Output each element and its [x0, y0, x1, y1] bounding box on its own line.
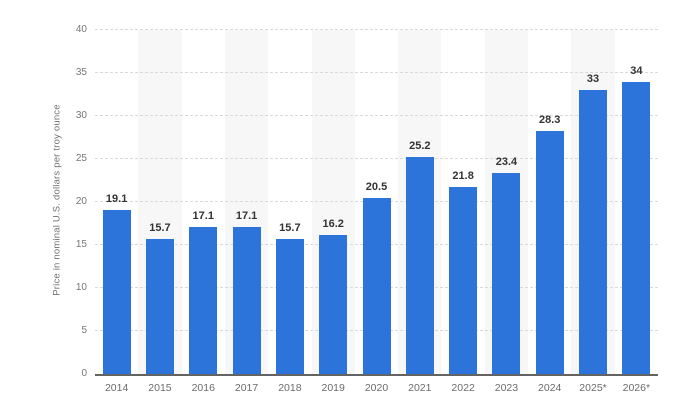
x-tick-label: 2024 — [538, 382, 562, 394]
bar-value-label: 17.1 — [192, 209, 214, 222]
y-tick-label: 5 — [81, 325, 87, 336]
gridline — [95, 158, 658, 159]
x-tick-label: 2019 — [321, 382, 345, 394]
bar-value-label: 34 — [630, 64, 643, 77]
gridline — [95, 29, 658, 30]
y-tick-label: 20 — [75, 196, 87, 207]
x-tick-label: 2022 — [451, 382, 475, 394]
bar — [535, 130, 564, 374]
x-tick-label: 2023 — [494, 382, 519, 394]
bar-value-label: 15.7 — [149, 221, 171, 234]
bar — [579, 90, 608, 374]
bar — [102, 209, 131, 374]
bar — [275, 238, 304, 374]
bar-value-label: 28.3 — [539, 113, 561, 126]
y-tick-label: 10 — [75, 282, 87, 293]
bar — [319, 234, 348, 374]
bar-value-label: 17.1 — [235, 209, 258, 222]
x-tick-label: 2015 — [148, 382, 172, 394]
gridline — [95, 72, 658, 73]
bar — [449, 186, 478, 374]
bar-value-label: 15.7 — [279, 221, 301, 234]
y-tick-label: 40 — [75, 24, 87, 35]
bar — [232, 226, 261, 374]
gridline — [95, 115, 658, 116]
x-tick-label: 2021 — [408, 382, 432, 394]
bar — [492, 172, 521, 374]
x-tick-label: 2020 — [364, 382, 389, 394]
bar-value-label: 25.2 — [409, 140, 431, 153]
bar-value-label: 21.8 — [452, 169, 474, 182]
bar-value-label: 16.2 — [322, 217, 344, 230]
bar-value-label: 23.4 — [495, 155, 518, 168]
x-tick-label: 2017 — [234, 382, 259, 394]
bar-value-label: 20.5 — [365, 180, 388, 193]
y-tick-label: 35 — [75, 67, 87, 78]
bar — [189, 226, 218, 374]
x-tick-label: 2025* — [579, 382, 607, 394]
bar — [145, 238, 174, 374]
y-tick-label: 0 — [81, 368, 87, 379]
y-tick-label: 30 — [75, 110, 87, 121]
bar-value-label: 33 — [586, 73, 600, 86]
x-tick-label: 2026* — [622, 382, 651, 394]
x-tick-label: 2018 — [278, 382, 302, 394]
bar — [362, 197, 391, 374]
plot-area: 19.1 15.7 17.1 17.1 15.7 16.2 20.5 25.2 21.8 23.4… — [95, 29, 658, 376]
bar-value-label: 19.1 — [105, 192, 128, 205]
x-tick-label: 2016 — [191, 382, 215, 394]
y-tick-label: 15 — [75, 239, 87, 250]
bar — [405, 157, 434, 374]
bar — [622, 81, 651, 374]
y-tick-label: 25 — [75, 153, 87, 164]
x-tick-label: 2014 — [104, 382, 129, 394]
